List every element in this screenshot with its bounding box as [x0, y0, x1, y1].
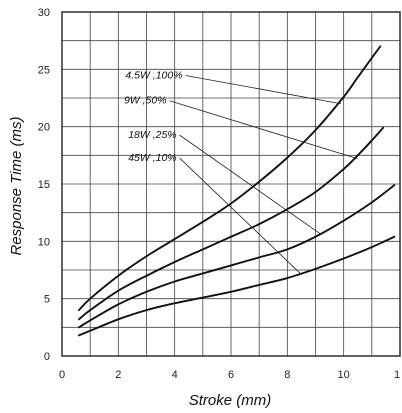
series-label-1: 4.5W ,100% — [125, 70, 182, 82]
y-tick-label: 5 — [44, 294, 50, 306]
leader-line-1 — [185, 75, 341, 105]
y-tick-label: 25 — [38, 64, 50, 76]
series-label-2: 9W ,50% — [124, 95, 167, 107]
series-line-2 — [77, 126, 385, 321]
label-leader-lines — [169, 75, 358, 275]
y-axis-label: Response Time (ms) — [8, 116, 25, 255]
leader-line-2 — [169, 100, 358, 160]
series-line-3 — [77, 184, 396, 329]
series-label-4: 45W ,10% — [128, 152, 176, 164]
leader-line-3 — [179, 134, 322, 235]
series-line-4 — [77, 235, 396, 337]
series-line-1 — [77, 45, 382, 312]
y-tick-label: 15 — [38, 179, 50, 191]
y-tick-label: 0 — [44, 351, 50, 363]
grid-lines — [62, 12, 400, 356]
x-tick-label: 4 — [172, 369, 178, 381]
x-tick-label: 0 — [59, 369, 65, 381]
series-labels: 4.5W ,100% 9W ,50% 18W ,25% 45W ,10% — [124, 70, 183, 165]
plot-frame — [61, 11, 401, 357]
series-lines — [77, 45, 396, 337]
x-tick-label: 1 — [394, 369, 400, 381]
x-axis-label: Stroke (mm) — [189, 392, 272, 409]
series-label-3: 18W ,25% — [128, 129, 176, 141]
x-tick-label: 10 — [338, 369, 350, 381]
x-tick-label: 6 — [228, 369, 234, 381]
y-tick-label: 10 — [38, 236, 50, 248]
y-tick-label: 20 — [38, 122, 50, 134]
x-tick-label: 2 — [115, 369, 121, 381]
leader-line-4 — [179, 157, 302, 275]
x-tick-label: 8 — [284, 369, 290, 381]
y-tick-label: 30 — [38, 7, 50, 19]
